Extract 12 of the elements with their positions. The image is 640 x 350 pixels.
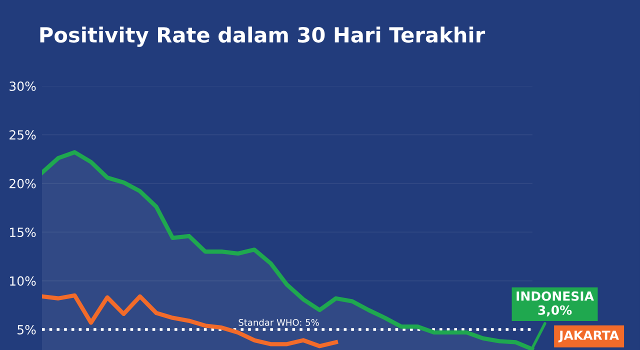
text: INDONESIA bbox=[516, 291, 594, 301]
y-tick-label: 20% bbox=[10, 178, 36, 188]
y-tick-label: 10% bbox=[10, 276, 36, 286]
y-tick-label: 15% bbox=[10, 228, 36, 238]
chart-title: Positivity Rate dalam 30 Hari Terakhir bbox=[40, 26, 486, 47]
ref-line-label: Standar WHO: 5% bbox=[238, 318, 319, 326]
line-series bbox=[42, 293, 338, 348]
text: JAKARTA bbox=[558, 330, 619, 342]
data-label: 3,0% bbox=[538, 305, 572, 316]
y-tick-label: 30% bbox=[10, 81, 36, 91]
y-tick-label: 5% bbox=[18, 325, 36, 334]
y-tick-label: 25% bbox=[10, 130, 36, 140]
